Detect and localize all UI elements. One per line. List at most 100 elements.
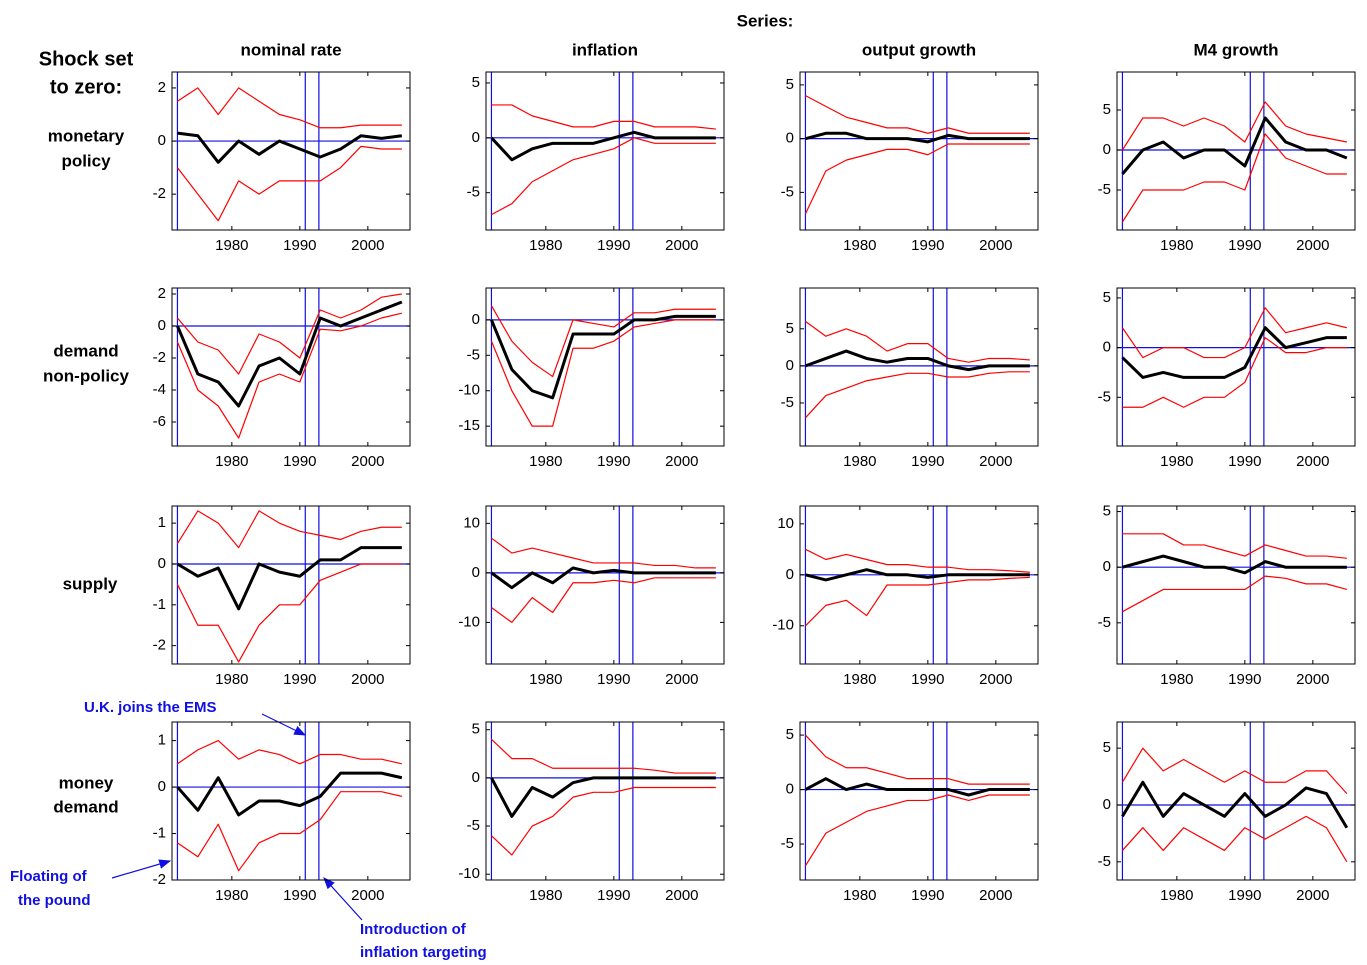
row-label: demand bbox=[53, 341, 118, 360]
y-tick-label: 0 bbox=[786, 130, 794, 147]
y-tick-label: 0 bbox=[158, 317, 166, 334]
row-label: supply bbox=[63, 574, 118, 593]
axes-box bbox=[1116, 71, 1356, 231]
series-line bbox=[490, 314, 716, 400]
y-tick-label: 10 bbox=[463, 514, 480, 531]
annotation: inflation targeting bbox=[360, 944, 487, 961]
y-tick-label: -2 bbox=[153, 871, 166, 888]
x-tick-label: 2000 bbox=[665, 887, 698, 904]
x-tick-label: 1990 bbox=[283, 671, 316, 688]
series-line bbox=[177, 131, 403, 164]
y-tick-label: -15 bbox=[458, 417, 480, 434]
series-line bbox=[177, 791, 402, 872]
plot-area bbox=[486, 288, 724, 446]
y-tick-label: 5 bbox=[472, 74, 480, 91]
y-tick-label: 5 bbox=[1103, 739, 1111, 756]
series-line bbox=[804, 371, 1030, 419]
series-line bbox=[804, 349, 1030, 372]
x-tick-label: 1990 bbox=[597, 887, 630, 904]
y-tick-label: -6 bbox=[153, 413, 166, 430]
plot-area bbox=[1117, 72, 1355, 230]
y-tick-label: -2 bbox=[153, 349, 166, 366]
plot-area bbox=[800, 722, 1038, 880]
y-tick-label: -1 bbox=[153, 824, 166, 841]
x-tick-label: 2000 bbox=[979, 671, 1012, 688]
y-tick-label: 0 bbox=[472, 564, 480, 581]
x-tick-label: 1990 bbox=[283, 453, 316, 470]
x-tick-label: 1980 bbox=[843, 453, 876, 470]
y-tick-label: -5 bbox=[467, 817, 480, 834]
series-line bbox=[491, 104, 716, 130]
y-tick-label: 5 bbox=[1103, 503, 1111, 520]
axes-box bbox=[799, 287, 1039, 447]
series-line bbox=[805, 548, 1030, 573]
x-tick-label: 1990 bbox=[1228, 887, 1261, 904]
series-line bbox=[491, 137, 716, 216]
plot-area bbox=[486, 506, 724, 664]
y-tick-label: -5 bbox=[1098, 614, 1111, 631]
x-tick-label: 2000 bbox=[1296, 237, 1329, 254]
y-tick-label: -5 bbox=[781, 394, 794, 411]
x-tick-label: 1980 bbox=[215, 887, 248, 904]
y-tick-label: 0 bbox=[1103, 558, 1111, 575]
y-tick-label: 0 bbox=[472, 129, 480, 146]
x-tick-label: 1980 bbox=[215, 453, 248, 470]
x-tick-label: 1980 bbox=[1160, 887, 1193, 904]
axes-box bbox=[171, 505, 411, 665]
axes-box bbox=[799, 721, 1039, 881]
series-line bbox=[491, 537, 716, 569]
x-tick-label: 2000 bbox=[665, 671, 698, 688]
y-tick-label: 0 bbox=[158, 132, 166, 149]
series-line bbox=[805, 576, 1030, 627]
series-line bbox=[490, 566, 716, 590]
x-tick-label: 2000 bbox=[979, 453, 1012, 470]
series-line bbox=[176, 563, 402, 663]
series-line bbox=[1122, 554, 1347, 575]
series-line bbox=[176, 300, 403, 408]
plot-area bbox=[800, 288, 1038, 446]
series-line bbox=[1121, 326, 1347, 379]
series-line bbox=[490, 776, 716, 818]
y-tick-label: 5 bbox=[786, 726, 794, 743]
x-tick-label: 1980 bbox=[843, 671, 876, 688]
series-line bbox=[1121, 747, 1348, 795]
x-tick-label: 1980 bbox=[529, 237, 562, 254]
row-label: non-policy bbox=[43, 366, 129, 385]
axes-box bbox=[1116, 721, 1356, 881]
y-tick-label: 5 bbox=[786, 76, 794, 93]
row-label: money bbox=[59, 773, 114, 792]
y-tick-label: 0 bbox=[786, 566, 794, 583]
annotation-arrow bbox=[261, 713, 307, 736]
plot-area bbox=[1117, 288, 1355, 446]
y-tick-label: -1 bbox=[153, 596, 166, 613]
axes-box bbox=[485, 71, 725, 231]
y-tick-label: -10 bbox=[458, 382, 480, 399]
row-label: demand bbox=[53, 797, 118, 816]
x-tick-label: 2000 bbox=[1296, 887, 1329, 904]
row-header: to zero: bbox=[50, 76, 122, 98]
y-tick-label: -2 bbox=[153, 637, 166, 654]
series-line bbox=[176, 293, 402, 375]
x-tick-label: 1980 bbox=[1160, 671, 1193, 688]
series-line bbox=[491, 577, 716, 623]
x-tick-label: 2000 bbox=[351, 237, 384, 254]
y-tick-label: 1 bbox=[158, 732, 166, 749]
annotation-arrow bbox=[323, 877, 363, 921]
series-line bbox=[176, 312, 402, 439]
y-tick-label: -5 bbox=[781, 183, 794, 200]
x-tick-label: 2000 bbox=[979, 887, 1012, 904]
series-line bbox=[805, 95, 1030, 134]
series-line bbox=[176, 546, 402, 611]
x-tick-label: 2000 bbox=[979, 237, 1012, 254]
series-header: Series: bbox=[737, 11, 794, 30]
x-tick-label: 2000 bbox=[351, 887, 384, 904]
plot-area bbox=[172, 72, 410, 230]
x-tick-label: 2000 bbox=[351, 453, 384, 470]
series-line bbox=[1121, 307, 1347, 359]
series-line bbox=[1122, 337, 1347, 408]
series-line bbox=[491, 786, 716, 856]
x-tick-label: 1990 bbox=[1228, 671, 1261, 688]
y-tick-label: 2 bbox=[158, 285, 166, 302]
y-tick-label: -10 bbox=[772, 617, 794, 634]
y-tick-label: -4 bbox=[153, 381, 166, 398]
